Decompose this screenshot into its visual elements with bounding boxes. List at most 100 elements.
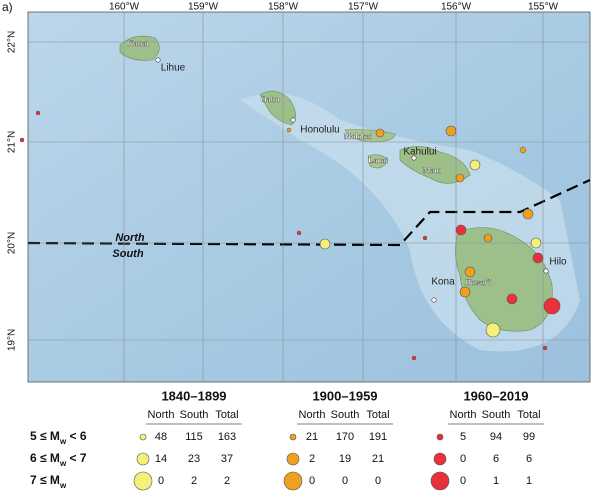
period-title: 1900–1959 xyxy=(312,388,377,403)
island-label: Oahu xyxy=(260,95,280,104)
town-label: Honolulu xyxy=(300,125,339,136)
quake xyxy=(35,110,41,116)
quake xyxy=(422,235,428,241)
legend-symbol xyxy=(136,452,150,466)
count: 99 xyxy=(523,431,535,443)
column-header: North xyxy=(148,409,175,421)
column-header: Total xyxy=(215,409,238,421)
town-label: Lihue xyxy=(161,63,186,74)
quake xyxy=(519,146,527,154)
town-label: Hilo xyxy=(549,257,567,268)
count: 2 xyxy=(224,475,230,487)
count: 2 xyxy=(309,453,315,465)
island-label: Molokai xyxy=(344,132,373,141)
quake xyxy=(532,252,544,264)
quake xyxy=(543,297,561,315)
latitude-label: 20°N xyxy=(7,232,18,254)
quake xyxy=(459,286,471,298)
town-label: Kona xyxy=(431,277,455,288)
quake xyxy=(483,233,493,243)
count: 0 xyxy=(460,453,466,465)
quake xyxy=(455,224,467,236)
count: 163 xyxy=(218,431,236,443)
island-label: Hawai‘i xyxy=(464,278,492,287)
column-header: Total xyxy=(366,409,389,421)
map xyxy=(27,11,591,383)
count: 21 xyxy=(372,453,384,465)
count: 37 xyxy=(221,453,233,465)
town-marker xyxy=(411,155,417,161)
quake xyxy=(464,266,476,278)
count: 2 xyxy=(191,475,197,487)
north-label: North xyxy=(115,232,145,244)
legend-symbol xyxy=(133,471,153,491)
period-title: 1960–2019 xyxy=(463,388,528,403)
count: 6 xyxy=(526,453,532,465)
longitude-label: 160°W xyxy=(109,2,140,13)
island-label: Lanai xyxy=(368,156,389,165)
island xyxy=(259,90,296,126)
count: 115 xyxy=(185,431,203,443)
town-marker xyxy=(290,117,296,123)
magnitude-part: < 6 xyxy=(66,429,87,443)
magnitude-part: 7 ≤ M xyxy=(30,473,60,487)
quake xyxy=(375,128,385,138)
legend-symbol xyxy=(283,471,303,491)
island xyxy=(367,154,389,169)
town-label: Kahului xyxy=(403,147,436,158)
quake xyxy=(445,125,457,137)
island xyxy=(455,227,553,332)
count: 19 xyxy=(339,453,351,465)
magnitude-label: 6 ≤ Mw < 7 xyxy=(30,451,87,467)
quake xyxy=(286,127,292,133)
count: 6 xyxy=(493,453,499,465)
town-marker xyxy=(431,297,437,303)
longitude-label: 159°W xyxy=(188,2,219,13)
magnitude-label: 7 ≤ Mw xyxy=(30,473,67,489)
magnitude-part: 5 ≤ M xyxy=(30,429,60,443)
column-header: North xyxy=(299,409,326,421)
period-title: 1840–1899 xyxy=(161,388,226,403)
island-label: Kauai xyxy=(128,39,150,48)
count: 191 xyxy=(369,431,387,443)
latitude-label: 22°N xyxy=(7,31,18,53)
legend-symbol xyxy=(286,452,300,466)
island xyxy=(399,146,471,184)
magnitude-part: w xyxy=(59,437,67,446)
town-marker xyxy=(543,268,549,274)
quake xyxy=(542,345,548,351)
count: 0 xyxy=(375,475,381,487)
quake xyxy=(455,173,465,183)
latitude-label: 21°N xyxy=(7,131,18,153)
count: 0 xyxy=(309,475,315,487)
count: 94 xyxy=(490,431,502,443)
earthquakes xyxy=(19,110,561,361)
south-label: South xyxy=(112,248,143,260)
column-header: Total xyxy=(517,409,540,421)
quake xyxy=(19,137,25,143)
column-header: South xyxy=(331,409,360,421)
count: 170 xyxy=(336,431,354,443)
magnitude-part: < 7 xyxy=(66,451,87,465)
quake xyxy=(411,355,417,361)
column-header: South xyxy=(180,409,209,421)
longitude-label: 156°W xyxy=(441,2,472,13)
magnitude-part: 6 ≤ M xyxy=(30,451,60,465)
count: 1 xyxy=(493,475,499,487)
column-header: North xyxy=(450,409,477,421)
quake xyxy=(469,159,481,171)
count: 1 xyxy=(526,475,532,487)
magnitude-part: w xyxy=(59,481,67,490)
longitude-label: 155°W xyxy=(528,2,559,13)
longitude-label: 157°W xyxy=(348,2,379,13)
quake xyxy=(530,237,542,249)
quake xyxy=(485,322,501,338)
count: 14 xyxy=(155,453,167,465)
quake xyxy=(319,238,331,250)
count: 21 xyxy=(306,431,318,443)
island-label: Maui xyxy=(423,166,442,175)
panel-label: a) xyxy=(2,0,13,14)
count: 5 xyxy=(460,431,466,443)
quake xyxy=(296,230,302,236)
